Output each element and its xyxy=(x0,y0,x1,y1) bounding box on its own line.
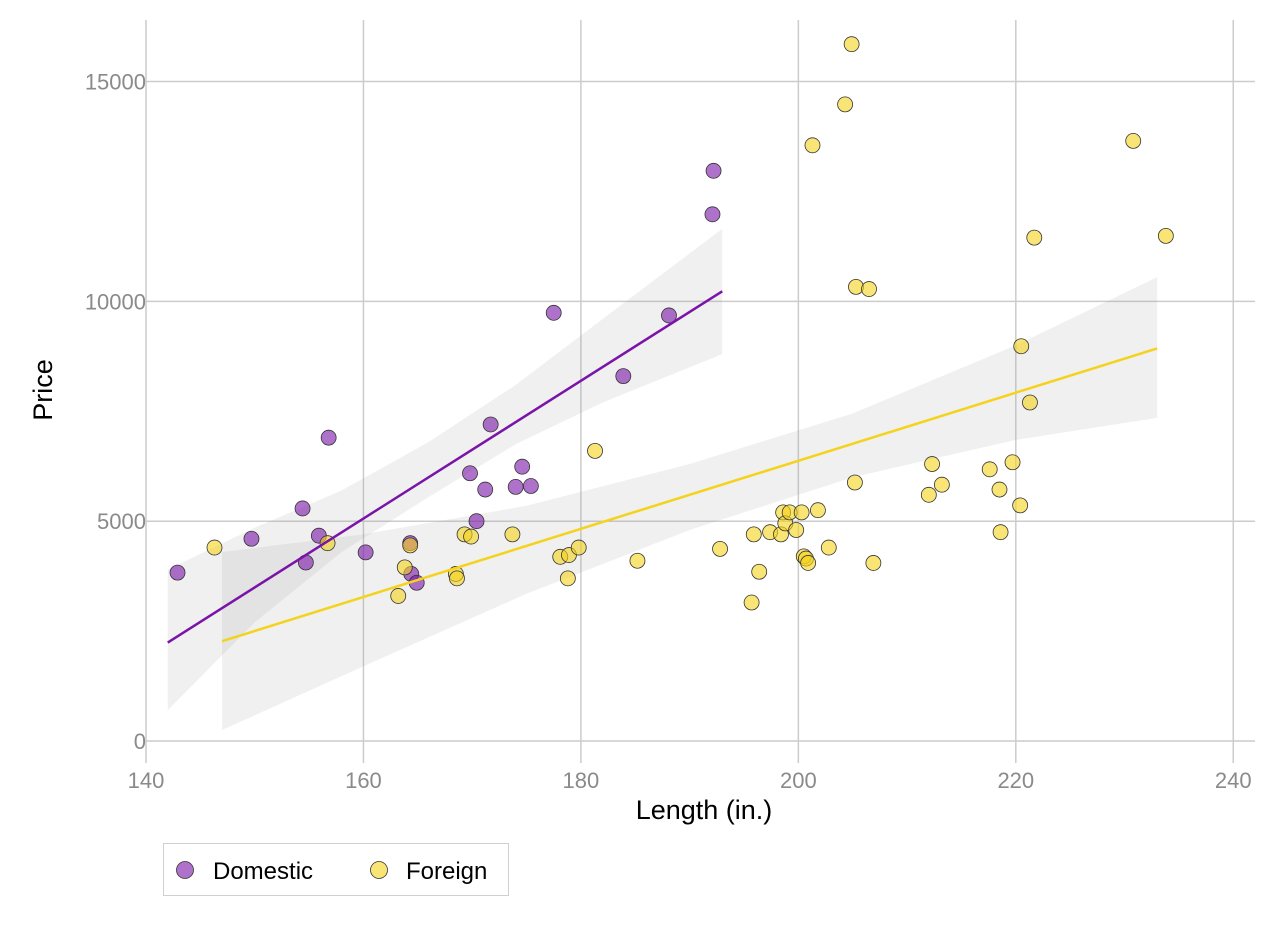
y-axis-title: Price xyxy=(28,359,58,421)
data-point-domestic xyxy=(514,458,531,475)
data-point-foreign xyxy=(800,555,817,571)
data-point-foreign xyxy=(804,137,821,154)
x-tick-label: 240 xyxy=(1215,768,1252,793)
x-axis-title: Length (in.) xyxy=(636,795,773,825)
data-point-foreign xyxy=(1012,497,1029,514)
data-point-foreign xyxy=(837,96,854,113)
data-point-domestic xyxy=(704,206,721,223)
x-tick-label: 140 xyxy=(128,768,165,793)
data-point-foreign xyxy=(920,486,937,503)
data-point-foreign xyxy=(810,502,826,519)
y-axis-ticks: 0 5000 10000 15000 xyxy=(85,70,146,754)
data-point-foreign xyxy=(1026,229,1043,246)
legend-marker-foreign xyxy=(370,861,388,879)
data-point-domestic xyxy=(545,304,562,321)
x-axis-ticks: 140 160 180 200 220 240 xyxy=(128,768,1252,793)
x-tick-label: 180 xyxy=(563,768,600,793)
data-point-domestic xyxy=(615,368,632,385)
data-point-foreign xyxy=(865,555,882,571)
x-tick-label: 200 xyxy=(780,768,817,793)
y-tick-label: 15000 xyxy=(85,70,146,95)
data-point-domestic xyxy=(294,500,311,517)
data-point-foreign xyxy=(743,594,760,611)
data-point-foreign xyxy=(981,461,998,478)
data-point-domestic xyxy=(462,465,478,482)
legend-box xyxy=(163,843,509,896)
data-point-foreign xyxy=(504,526,521,543)
data-point-foreign xyxy=(390,588,407,604)
data-point-foreign xyxy=(629,552,646,569)
data-point-foreign xyxy=(793,504,810,521)
x-tick-label: 220 xyxy=(997,768,1034,793)
data-point-foreign xyxy=(820,539,837,556)
fit-lines xyxy=(167,290,1158,644)
data-point-foreign xyxy=(861,281,877,297)
confidence-bands xyxy=(167,228,1158,731)
fit-line-domestic xyxy=(167,290,723,644)
data-point-foreign xyxy=(933,476,950,493)
data-point-foreign xyxy=(712,540,728,557)
legend-label-foreign: Foreign xyxy=(406,858,487,885)
data-point-foreign xyxy=(788,522,805,538)
data-point-foreign xyxy=(843,36,860,53)
data-point-foreign xyxy=(206,539,223,556)
data-point-foreign xyxy=(1125,133,1142,149)
fit-line-foreign xyxy=(221,347,1158,643)
data-point-foreign xyxy=(463,528,479,545)
data-point-domestic xyxy=(357,544,374,561)
data-point-domestic xyxy=(661,307,677,324)
y-tick-label: 10000 xyxy=(85,289,146,314)
data-point-foreign xyxy=(1004,454,1021,471)
y-tick-label: 5000 xyxy=(97,509,146,534)
data-point-domestic xyxy=(705,162,722,179)
y-tick-label: 0 xyxy=(134,729,146,754)
data-point-domestic xyxy=(320,429,337,446)
data-point-foreign xyxy=(1013,338,1030,355)
confidence-band-foreign xyxy=(222,277,1158,731)
data-point-foreign xyxy=(924,456,940,472)
data-points xyxy=(169,36,1174,611)
data-point-domestic xyxy=(468,513,485,530)
data-point-foreign xyxy=(559,570,576,587)
data-point-domestic xyxy=(477,481,494,498)
data-point-domestic xyxy=(169,564,186,581)
data-point-domestic xyxy=(482,416,499,433)
data-point-foreign xyxy=(396,559,413,576)
data-point-domestic xyxy=(522,478,539,494)
legend-label-domestic: Domestic xyxy=(213,858,313,885)
data-point-foreign xyxy=(846,474,863,491)
legend: Domestic Foreign xyxy=(163,843,509,896)
x-tick-label: 160 xyxy=(345,768,382,793)
data-point-foreign xyxy=(1157,227,1174,244)
data-point-domestic xyxy=(507,479,524,495)
confidence-band-domestic xyxy=(167,228,723,711)
data-point-foreign xyxy=(992,524,1009,541)
data-point-foreign xyxy=(991,481,1008,498)
data-point-foreign xyxy=(745,526,762,543)
data-point-domestic xyxy=(243,530,260,547)
data-point-foreign xyxy=(848,278,864,295)
data-point-foreign xyxy=(402,537,419,554)
legend-marker-domestic xyxy=(176,861,194,879)
data-point-foreign xyxy=(751,563,768,580)
data-point-foreign xyxy=(570,539,587,556)
data-point-foreign xyxy=(587,442,603,459)
data-point-foreign xyxy=(449,570,465,587)
data-point-foreign xyxy=(1022,394,1038,411)
